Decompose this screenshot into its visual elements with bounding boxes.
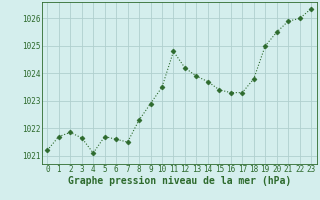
X-axis label: Graphe pression niveau de la mer (hPa): Graphe pression niveau de la mer (hPa) xyxy=(68,176,291,186)
